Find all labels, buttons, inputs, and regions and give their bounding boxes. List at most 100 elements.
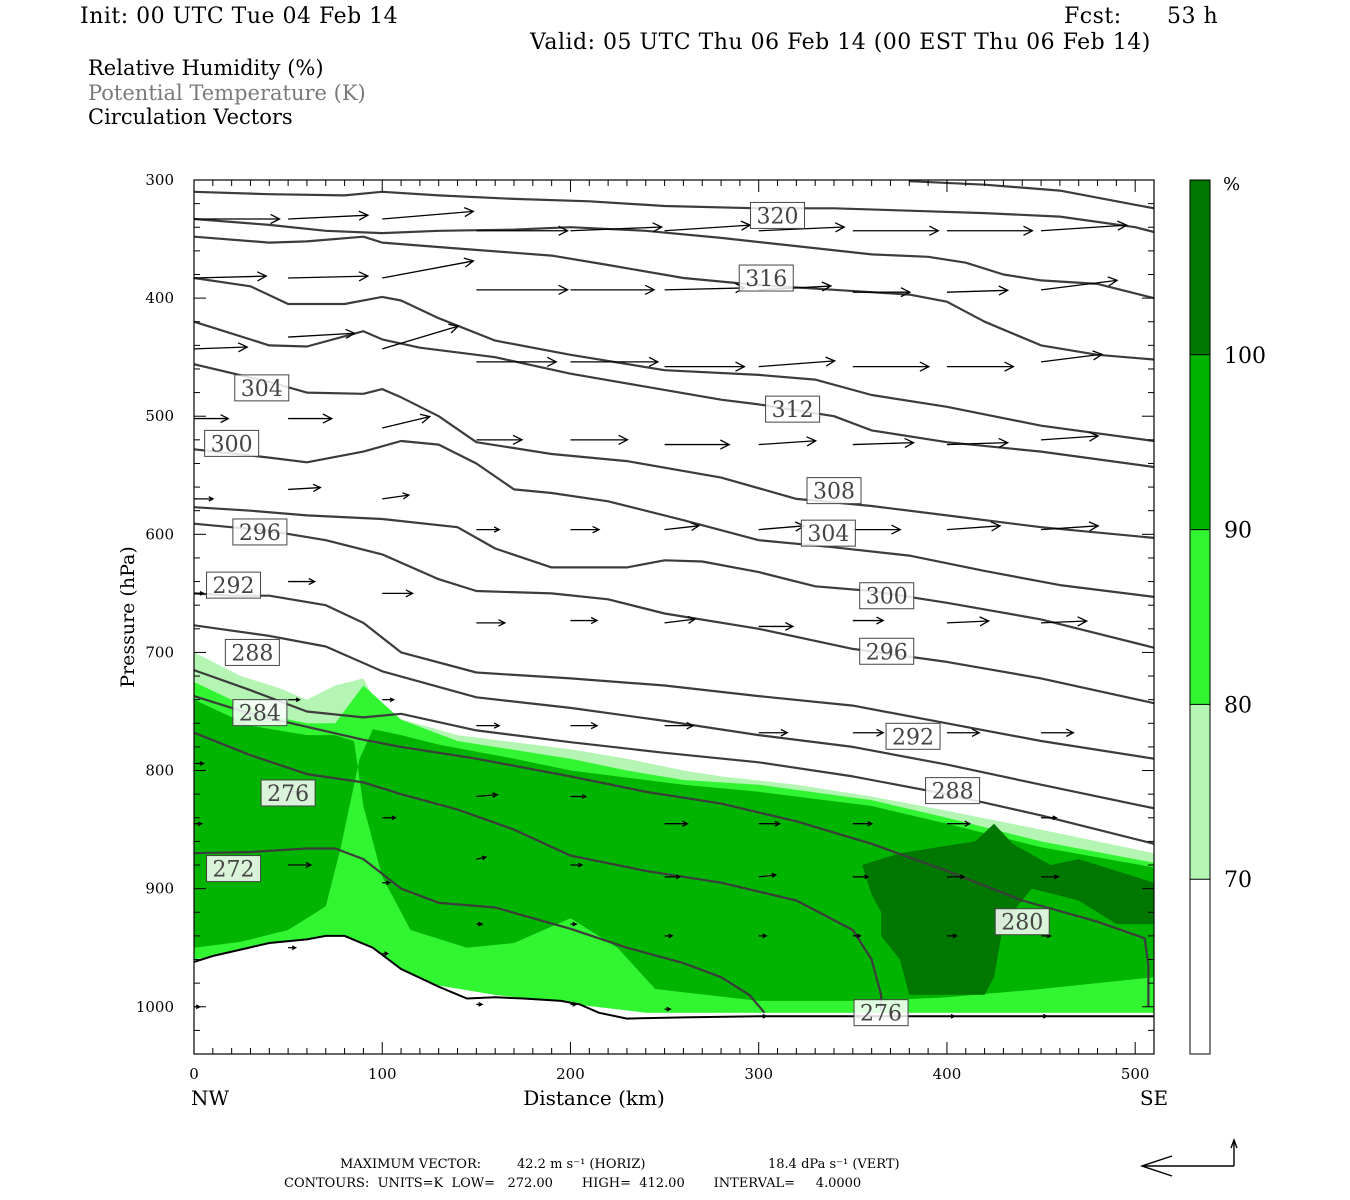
vector-shaft [664,224,751,232]
vector-head [546,356,558,367]
vector-shaft [476,793,498,798]
vector-head [675,874,682,880]
vector-head [208,496,215,502]
vector-head [780,728,789,737]
circulation-vector [194,213,281,225]
vector-head [825,356,837,367]
circulation-vector [664,721,695,730]
vector-head [572,1002,578,1007]
circulation-vector [758,933,768,939]
circulation-vector [194,414,230,424]
vector-head [1023,225,1034,236]
vector-head [979,616,991,627]
circulation-vector [664,220,752,232]
vector-shaft [946,620,989,624]
vector-head [199,761,205,766]
circulation-vector [570,616,599,625]
vector-head [990,521,1002,532]
legend-circulation-vectors: Circulation Vectors [88,105,293,129]
theta-label-text: 304 [807,522,849,547]
vector-head [220,414,230,424]
theta-label-text: 292 [892,725,934,750]
vector-shaft [758,440,816,446]
theta-contour-312 [194,320,1154,469]
x-axis-label: Distance (km) [523,1086,665,1110]
vector-head [856,933,862,939]
vector-head [867,820,874,827]
circulation-vector [946,521,1002,532]
vector-head [448,323,460,334]
theta-label-box [806,477,862,505]
vector-head [578,862,584,868]
vector-head [1004,361,1015,372]
circulation-vector [570,284,656,295]
circulation-vector [194,821,204,827]
vector-head [478,1002,484,1007]
circulation-vector [946,933,958,939]
vector-shaft [1040,279,1118,291]
theta-label-284: 284 [232,699,288,727]
vector-shaft [382,494,409,500]
circulation-vector [570,356,660,367]
vector-head [308,577,317,586]
theta-label-text: 276 [267,782,309,807]
vector-head [785,622,795,631]
vector-shaft [288,332,355,338]
max-vector-horizontal: 42.2 m s⁻¹ (HORIZ) [517,1157,646,1172]
circulation-vector [382,257,475,279]
y-tick-label: 700 [145,643,174,661]
circulation-vector [288,271,370,282]
vector-head [762,1013,768,1019]
forecast-label: Fcst: [1064,4,1122,29]
circulation-vector [664,439,731,450]
y-tick-label: 500 [145,407,174,425]
circulation-vector [288,328,357,339]
vector-head [385,880,392,886]
circulation-vector [288,413,334,424]
vector-head [720,439,731,450]
circulation-vector [476,722,501,729]
theta-label-text: 304 [241,377,283,402]
circulation-vector [476,855,488,861]
circulation-vector [664,522,701,532]
circulation-vector [382,880,392,886]
vector-head [904,437,916,449]
vector-shaft [946,289,1008,293]
circulation-vector [476,921,484,927]
theta-label-304: 304 [234,374,290,402]
theta-label-288: 288 [925,777,981,805]
theta-label-text: 308 [813,480,855,505]
theta-label-box [859,582,915,610]
theta-label-text: 276 [860,1002,902,1027]
vector-head [806,436,818,447]
circulation-vector [664,1006,672,1012]
circulation-vector [570,525,601,534]
theta-label-text: 300 [211,432,253,457]
circulation-vector [194,271,268,282]
circulation-vector [758,436,818,447]
vector-head [891,524,902,535]
circulation-vector [1041,728,1075,737]
circulation-vector [476,356,558,367]
vector-head [1052,815,1058,821]
y-tick-label: 900 [145,880,174,898]
vector-head [834,222,846,233]
colorbar-segment [1190,879,1210,1054]
vector-head [481,855,488,861]
vector-shaft [758,874,776,878]
theta-label-text: 320 [757,204,799,229]
theta-contour-316 [194,276,1154,443]
circulation-vector [852,437,916,449]
below-ground-mask [194,935,1154,1054]
circulation-vector [852,287,912,298]
circulation-vector [382,589,415,598]
theta-label-296: 296 [859,637,915,665]
vector-head [558,225,570,236]
circulation-vector [1040,276,1119,291]
circulation-vector [382,206,475,220]
vector-head [305,861,313,869]
vector-head [1065,728,1075,737]
vector-shaft [1041,620,1087,624]
theta-label-text: 292 [213,574,255,599]
